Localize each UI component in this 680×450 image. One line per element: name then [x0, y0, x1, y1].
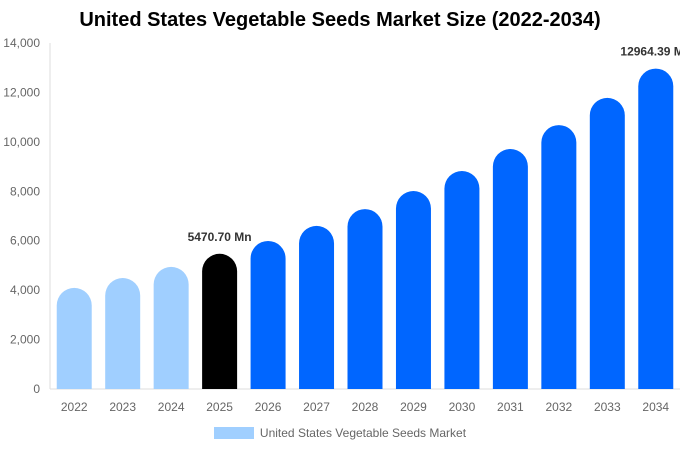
- bar-2029: [395, 191, 431, 389]
- data-label: 12964.39 Mn: [620, 45, 680, 59]
- y-tick-label: 6,000: [10, 234, 40, 248]
- legend: United States Vegetable Seeds Market: [0, 426, 680, 440]
- bar-2031: [492, 149, 528, 389]
- x-tick-label: 2029: [400, 400, 427, 414]
- x-tick-label: 2026: [255, 400, 282, 414]
- y-tick-label: 8,000: [10, 184, 40, 198]
- y-tick-label: 4,000: [10, 283, 40, 297]
- legend-label: United States Vegetable Seeds Market: [259, 426, 467, 440]
- bar-2024: [153, 266, 189, 389]
- bar-2028: [347, 209, 383, 389]
- x-tick-label: 2024: [158, 400, 185, 414]
- bar-2034: [638, 68, 674, 389]
- x-tick-label: 2032: [545, 400, 572, 414]
- bar-2032: [541, 125, 577, 389]
- bar-2025: [202, 253, 238, 389]
- y-tick-label: 10,000: [3, 135, 40, 149]
- y-tick-label: 2,000: [10, 333, 40, 347]
- y-tick-label: 12,000: [3, 85, 40, 99]
- bar-2022: [56, 287, 92, 389]
- chart-title: United States Vegetable Seeds Market Siz…: [79, 9, 601, 31]
- x-tick-label: 2033: [594, 400, 621, 414]
- bar-2027: [299, 225, 335, 389]
- x-tick-label: 2025: [206, 400, 233, 414]
- x-tick-label: 2034: [642, 400, 669, 414]
- x-tick-label: 2030: [449, 400, 476, 414]
- y-tick-label: 0: [33, 382, 40, 396]
- x-tick-label: 2023: [109, 400, 136, 414]
- x-tick-label: 2031: [497, 400, 524, 414]
- x-tick-label: 2022: [61, 400, 88, 414]
- y-tick-label: 14,000: [3, 36, 40, 50]
- bar-2023: [105, 278, 141, 389]
- bar-2026: [250, 240, 286, 389]
- x-tick-label: 2027: [303, 400, 330, 414]
- x-tick-label: 2028: [352, 400, 379, 414]
- data-label: 5470.70 Mn: [188, 230, 252, 244]
- bar-2030: [444, 171, 480, 389]
- bar-2033: [589, 97, 625, 389]
- legend-swatch: [213, 427, 254, 439]
